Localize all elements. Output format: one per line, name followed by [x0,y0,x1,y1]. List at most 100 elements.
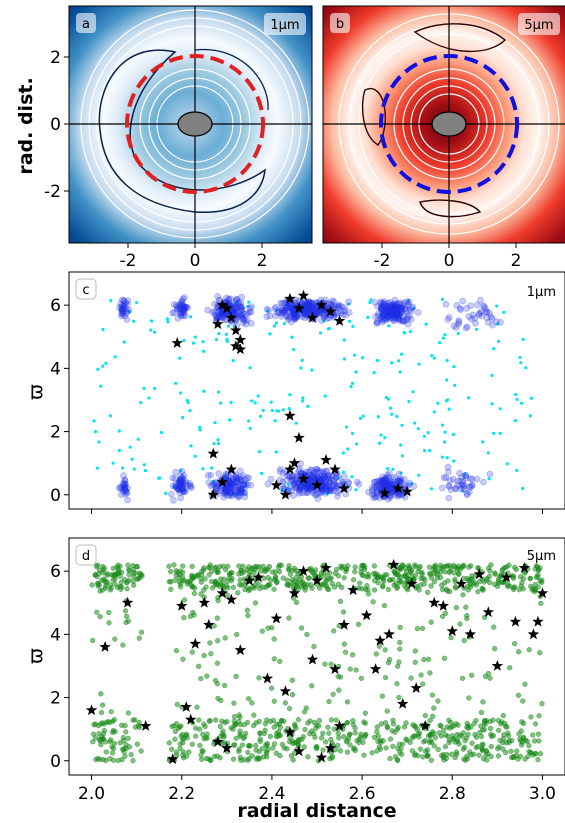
panel-d-point [339,584,345,591]
panel-d-point [189,573,195,580]
panel-d-point [364,583,370,589]
panel-c-sparse-point [216,442,221,446]
panel-c-dense-point [401,305,409,313]
panel-d-point [200,748,206,755]
panel-c-dense-point [233,305,241,312]
panel-d-point [253,747,259,753]
panel-c-dense-point [381,302,389,310]
panel-c-dense-point [445,494,453,502]
panel-d-point [381,602,388,609]
panel-c-sparse-point [201,467,205,471]
panel-c-sparse-point [97,440,101,444]
panel-d-point [535,731,542,737]
panel-c-sparse-point [337,476,341,480]
panel-d-ytick-label: 2 [50,689,61,709]
panel-c-dense-point [123,308,131,316]
panel-c-dense-point [401,317,408,325]
panel-d-point [131,582,137,588]
panel-d-point [176,579,183,585]
panel-c-sparse-point [212,442,216,446]
panel-c-sparse-point [124,484,128,488]
panel-c-sparse-point [142,463,146,467]
panel-d-point [512,584,518,590]
panel-c-dense-point [339,311,347,319]
panel-c-dense-point [389,303,396,310]
panel-c-sparse-point [515,397,519,402]
panel-c-dense-point [238,303,245,311]
panel-c-dense-point [124,301,131,308]
panel-c-sparse-point [456,331,460,336]
panel-c-dense-point [181,303,188,310]
panel-d-point [230,756,237,762]
panel-c-dense-point [272,312,279,320]
panel-c-dense-point [394,308,401,315]
panel-c-dense-point [335,302,343,310]
panel-c-sparse-point [521,337,525,342]
panel-c-dense-point [381,301,389,308]
panel-d-point [217,733,224,740]
panel-d-point [397,639,403,646]
panel-d-point [92,721,98,727]
panel-d-point [385,586,392,593]
panel-c-dense-point [281,308,288,316]
panel-d-point [328,717,335,723]
panel-d-point [311,643,317,650]
panel-c-dense-point [381,303,388,310]
panel-c-dense-point [117,483,124,491]
panel-d-point [506,562,512,568]
panel-c-dense-point [334,304,342,311]
panel-d-point [398,564,405,570]
panel-c-dense-point [118,306,126,313]
panel-d-point [390,576,396,583]
panel-d-point [322,739,329,745]
panel-d-point [489,733,495,740]
panel-d-point [228,578,235,584]
panel-c-sparse-point [518,355,522,360]
panel-d-point [357,580,363,586]
panel-c-dense-point [463,304,470,312]
panel-d-point [335,673,341,680]
panel-d-point [434,569,440,575]
panel-d-point [535,757,541,763]
panel-d-point [505,733,512,739]
panel-d-point [132,717,138,723]
panel-c-dense-point [229,306,237,313]
panel-c-dense-point [282,309,289,316]
panel-d-point [277,724,283,731]
panel-d-point [135,576,141,582]
panel-c-dense-point [379,315,387,323]
panel-d-xtick-label: 2.0 [78,784,105,804]
panel-c-dense-point [278,300,286,307]
panel-c-dense-point [176,479,184,486]
panel-c-sparse-point [211,479,215,484]
panel-d-point [251,712,257,718]
panel-c-dense-point [303,300,311,307]
panel-c-sparse-point [326,486,330,491]
panel-c-dense-point [472,319,479,327]
panel-d-point [431,705,437,711]
panel-c-dense-point [205,479,213,486]
panel-c-sparse-point [198,428,202,432]
panel-c-dense-point [314,308,322,315]
panel-c-dense-point [379,306,386,313]
panel-c-dense-point [120,303,128,310]
panel-c-dense-point [121,312,129,320]
panel-c-sparse-point [438,340,442,345]
panel-d-point [271,586,277,593]
panel-c-dense-point [477,308,485,316]
panel-c-dense-point [303,304,310,312]
panel-d-point [235,590,241,596]
panel-d-point [118,569,125,576]
panel-c-dense-point [354,478,361,486]
panel-d-point [90,637,96,644]
panel-c-dense-point [275,309,283,316]
panel-c-dense-point [286,313,293,320]
panel-d-point [511,641,518,647]
panel-c-dense-point [392,304,400,312]
panel-d-point [369,750,375,756]
panel-c-sparse-point [159,430,164,435]
panel-c-dense-point [179,305,186,312]
panel-d-point [530,752,536,758]
panel-c-sparse-point [142,386,146,390]
panel-c-sparse-point [101,364,105,368]
